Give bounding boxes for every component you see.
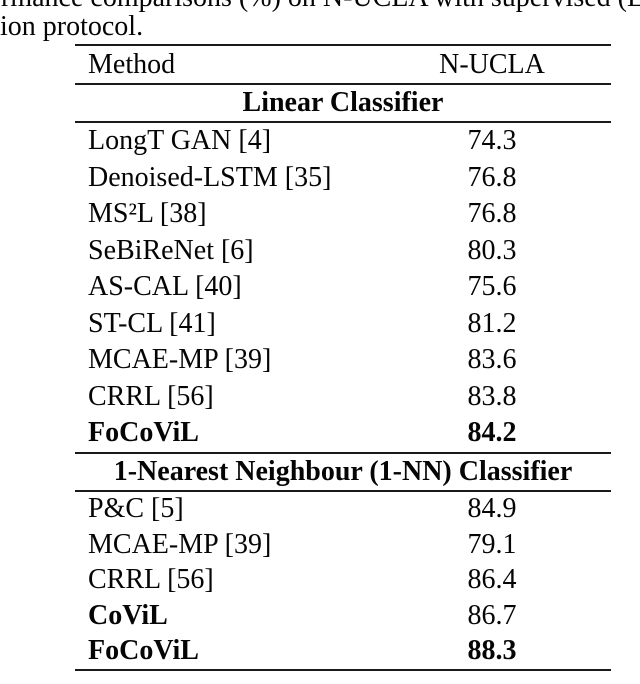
- table-row: Denoised-LSTM [35] 76.8: [75, 160, 611, 197]
- rule-below-1nn-header: [75, 489, 611, 492]
- accuracy-value: 75.6: [467, 271, 517, 303]
- method-name: ST-CL [41]: [88, 307, 216, 339]
- table-row: MCAE-MP [39] 79.1: [75, 527, 611, 563]
- accuracy-value: 84.2: [467, 417, 517, 449]
- table-row: CRRL [56] 83.8: [75, 379, 611, 416]
- method-name: LongT GAN [4]: [88, 125, 272, 157]
- section-header-1nn: 1-Nearest Neighbour (1-NN) Classifier: [75, 454, 611, 490]
- method-name: CoViL: [88, 599, 168, 631]
- method-name: FoCoViL: [88, 635, 199, 667]
- section-title: Linear Classifier: [242, 87, 444, 118]
- table-row: FoCoViL 84.2: [75, 415, 611, 452]
- accuracy-value: 79.1: [467, 528, 517, 560]
- accuracy-value: 83.8: [467, 380, 517, 412]
- accuracy-value: 86.7: [467, 599, 517, 631]
- accuracy-value: 76.8: [467, 198, 517, 230]
- table-row: AS-CAL [40] 75.6: [75, 269, 611, 306]
- method-name: Denoised-LSTM [35]: [88, 161, 332, 193]
- table-row: CoViL 86.7: [75, 598, 611, 634]
- table-row: FoCoViL 88.3: [75, 634, 611, 670]
- results-table: Method N-UCLA Linear Classifier LongT GA…: [75, 44, 611, 671]
- table-row: MS²L [38] 76.8: [75, 196, 611, 233]
- rule-below-header: [75, 83, 611, 85]
- caption-line-2: ion protocol.: [0, 11, 144, 42]
- method-name: CRRL [56]: [88, 380, 214, 412]
- rule-below-linear-header: [75, 121, 611, 123]
- table-row: P&C [5] 84.9: [75, 492, 611, 528]
- table-top-rule: [75, 44, 611, 46]
- accuracy-value: 76.8: [467, 161, 517, 193]
- method-name: P&C [5]: [88, 493, 184, 525]
- table-row: MCAE-MP [39] 83.6: [75, 342, 611, 379]
- accuracy-value: 80.3: [467, 234, 517, 266]
- table-bottom-rule: [75, 669, 611, 671]
- accuracy-value: 81.2: [467, 307, 517, 339]
- method-name: MCAE-MP [39]: [88, 528, 272, 560]
- method-name: FoCoViL: [88, 417, 199, 449]
- section-header-linear: Linear Classifier: [75, 85, 611, 121]
- accuracy-value: 84.9: [467, 493, 517, 525]
- method-name: AS-CAL [40]: [88, 271, 242, 303]
- accuracy-value: 86.4: [467, 564, 517, 596]
- table-row: LongT GAN [4] 74.3: [75, 123, 611, 160]
- method-name: SeBiReNet [6]: [88, 234, 254, 266]
- accuracy-value: 83.6: [467, 344, 517, 376]
- method-name: MS²L [38]: [88, 198, 207, 230]
- caption-line-1: rmance comparisons (%) on N-UCLA with su…: [1, 0, 640, 13]
- method-name: CRRL [56]: [88, 564, 214, 596]
- accuracy-value: 74.3: [467, 125, 517, 157]
- table-row: SeBiReNet [6] 80.3: [75, 233, 611, 270]
- table-row: CRRL [56] 86.4: [75, 563, 611, 599]
- table-row: ST-CL [41] 81.2: [75, 306, 611, 343]
- section-title: 1-Nearest Neighbour (1-NN) Classifier: [113, 455, 573, 487]
- column-header-method: Method: [88, 48, 176, 80]
- accuracy-value: 88.3: [467, 635, 517, 667]
- table-header-row: Method N-UCLA: [75, 46, 611, 83]
- column-header-dataset: N-UCLA: [439, 48, 545, 80]
- method-name: MCAE-MP [39]: [88, 344, 272, 376]
- rule-above-1nn-header: [75, 451, 611, 454]
